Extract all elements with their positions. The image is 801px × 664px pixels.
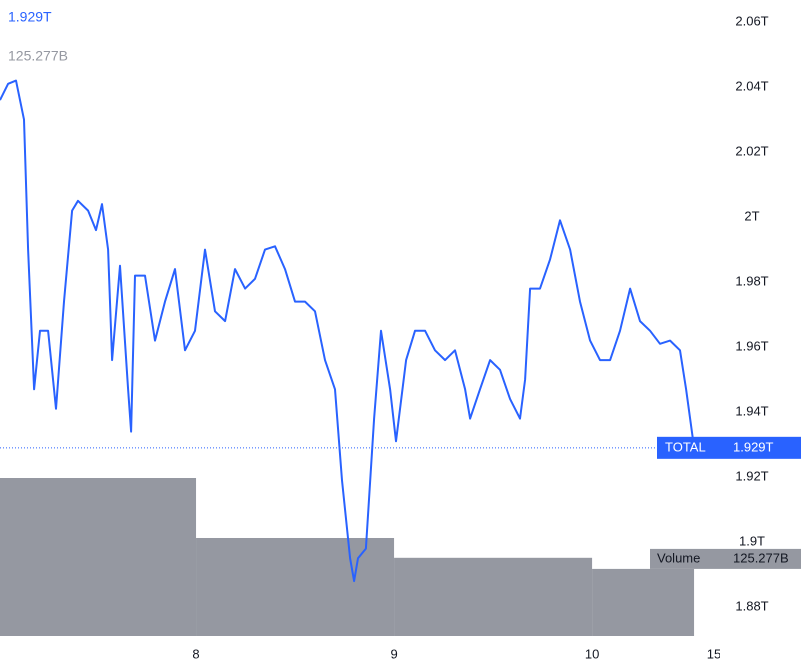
y-tick-label: 1.92T <box>735 469 768 484</box>
volume-layer <box>0 478 695 636</box>
y-tick-label: 1.88T <box>735 599 768 614</box>
y-tick-label: 2.06T <box>735 14 768 29</box>
volume-bar <box>0 478 197 636</box>
axes: 1.88T 1.9T 1.92T 1.94T 1.96T 1.98T 2T 2.02T 2.04… <box>0 14 801 661</box>
x-tick-label: 9 <box>390 646 397 661</box>
series-name: TOTAL <box>665 439 706 454</box>
y-tick-label: 2.04T <box>735 79 768 94</box>
price-header: 1.929T <box>8 9 52 25</box>
volume-name: Volume <box>657 550 700 565</box>
volume-label: 125.277B <box>733 550 789 565</box>
x-tick-label: 8 <box>192 646 199 661</box>
price-label: 1.929T <box>733 439 774 454</box>
volume-header: 125.277B <box>8 48 68 64</box>
y-tick-label: 1.9T <box>739 534 765 549</box>
y-tick-label: 1.98T <box>735 274 768 289</box>
volume-bar <box>394 557 593 636</box>
price-label-box <box>657 436 801 459</box>
x-tick-label: 15: <box>707 646 725 661</box>
x-tick-label: 10 <box>585 646 599 661</box>
volume-bar <box>196 537 395 636</box>
price-line <box>0 79 696 583</box>
x-axis: 8 9 10 15: <box>192 646 725 661</box>
volume-bar <box>592 568 695 636</box>
y-tick-label: 2T <box>744 209 759 224</box>
y-tick-label: 1.94T <box>735 404 768 419</box>
y-tick-label: 2.02T <box>735 144 768 159</box>
volume-label-box <box>650 548 801 569</box>
y-tick-label: 1.96T <box>735 339 768 354</box>
price-layer <box>0 79 696 583</box>
